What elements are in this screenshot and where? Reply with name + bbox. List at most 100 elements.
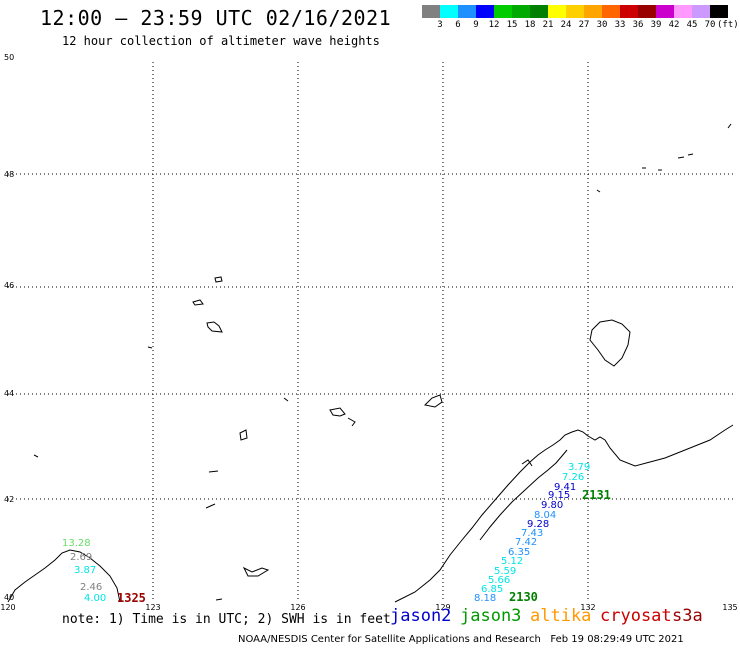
graticule [8, 62, 733, 602]
scale-swatch [512, 5, 530, 18]
island-6 [329, 407, 346, 417]
lat-label-48: 48 [4, 170, 14, 179]
scale-label: 27 [578, 20, 590, 30]
island-10 [33, 454, 39, 458]
lon-label-123: 123 [145, 603, 160, 612]
page-subtitle: 12 hour collection of altimeter wave hei… [62, 34, 380, 48]
lat-label-50: 50 [4, 53, 14, 62]
island-12 [205, 503, 216, 509]
scale-label: 24 [560, 20, 572, 30]
island-20 [727, 123, 732, 129]
island-9 [239, 429, 248, 441]
obs-a-10: 6.35 [508, 547, 530, 558]
island-1 [214, 276, 223, 283]
obs-a-9: 7.42 [515, 537, 537, 548]
color-scale-labels: 3 6 9 12 15 18 21 24 27 30 33 36 39 42 45 70 [422, 20, 740, 32]
scale-swatch [674, 5, 692, 18]
scale-swatch [692, 5, 710, 18]
obs-a-13: 5.66 [488, 575, 510, 586]
obs-b-1: 13.28 [62, 538, 91, 549]
scale-label: 21 [542, 20, 554, 30]
lat-label-44: 44 [4, 389, 14, 398]
coast-southeast [394, 424, 734, 603]
mission-cryosat: cryosat [600, 606, 672, 626]
credit-text: NOAA/NESDIS Center for Satellite Applica… [238, 634, 541, 645]
scale-swatch [566, 5, 584, 18]
obs-a-12: 5.59 [494, 566, 516, 577]
scale-swatch [656, 5, 674, 18]
pass-a-end-time: 2131 [582, 488, 611, 502]
pass-a-start-time: 2130 [509, 590, 538, 604]
scale-label: 39 [650, 20, 662, 30]
obs-b-4: 2.46 [80, 582, 102, 593]
longitude-labels: 120 123 126 129 132 135 [0, 603, 737, 612]
coastline [7, 123, 734, 603]
scale-label: 18 [524, 20, 536, 30]
pass-b-time: 1325 [117, 591, 146, 605]
scale-label: 42 [668, 20, 680, 30]
scale-label: 33 [614, 20, 626, 30]
lon-label-132: 132 [580, 603, 595, 612]
obs-a-5: 9.80 [541, 500, 563, 511]
scale-swatch [638, 5, 656, 18]
mission-jason3: jason3 [460, 606, 522, 626]
lon-label-129: 129 [435, 603, 450, 612]
island-17 [677, 156, 685, 159]
scale-label: 6 [455, 20, 461, 30]
coast-inner-bay [479, 449, 568, 541]
obs-a-7: 9.28 [527, 519, 549, 530]
island-21 [521, 459, 533, 467]
observations-pass-a: 3.79 7.26 9.41 9.15 9.80 8.04 9.28 7.43 … [474, 462, 590, 604]
coast-southwest [7, 549, 121, 603]
page-title: 12:00 — 23:59 UTC 02/16/2021 [40, 6, 392, 30]
lon-label-126: 126 [290, 603, 305, 612]
latitude-labels: 50 48 46 44 42 40 [4, 53, 14, 602]
lat-label-46: 46 [4, 281, 14, 290]
island-5 [283, 397, 289, 402]
obs-a-14: 6.85 [481, 584, 503, 595]
scale-swatch [458, 5, 476, 18]
obs-b-3: 3.87 [74, 565, 96, 576]
lat-label-42: 42 [4, 495, 14, 504]
island-11 [208, 470, 219, 473]
island-13 [242, 566, 270, 577]
obs-a-4: 9.15 [548, 490, 570, 501]
scale-label: 15 [506, 20, 518, 30]
obs-a-1: 3.79 [568, 462, 590, 473]
scale-swatch [494, 5, 512, 18]
scale-swatch [584, 5, 602, 18]
scale-swatch [440, 5, 458, 18]
scale-label: 70 [704, 20, 716, 30]
obs-a-15: 8.18 [474, 593, 496, 604]
obs-b-5: 4.00 [84, 593, 106, 604]
footnote: note: 1) Time is in UTC; 2) SWH is in fe… [62, 612, 391, 627]
color-scale-unit: (ft) [717, 20, 739, 30]
obs-a-8: 7.43 [521, 528, 543, 539]
lon-label-120: 120 [0, 603, 15, 612]
scale-label: 9 [473, 20, 479, 30]
island-7 [347, 417, 356, 427]
obs-a-2: 7.26 [562, 472, 584, 483]
island-14 [215, 598, 223, 601]
island-2 [192, 299, 204, 306]
obs-a-6: 8.04 [534, 510, 556, 521]
island-18 [687, 153, 694, 156]
lon-label-135: 135 [722, 603, 737, 612]
color-scale-bar [422, 5, 728, 18]
pass-a-times: 2131 2130 [509, 488, 611, 604]
scale-swatch [710, 5, 728, 18]
island-19 [596, 189, 601, 193]
island-east [589, 319, 631, 367]
scale-label: 12 [488, 20, 500, 30]
observations-pass-b: 13.28 2.69 3.87 2.46 4.00 [62, 538, 106, 604]
obs-a-11: 5.12 [501, 556, 523, 567]
scale-label: 30 [596, 20, 608, 30]
generated-time: Feb 19 08:29:49 UTC 2021 [550, 634, 684, 645]
scale-swatch [530, 5, 548, 18]
mission-altika: altika [530, 606, 592, 626]
scale-label: 3 [437, 20, 443, 30]
mission-jason2: jason2 [390, 606, 452, 626]
obs-b-2: 2.69 [70, 552, 92, 563]
scale-label: 36 [632, 20, 644, 30]
